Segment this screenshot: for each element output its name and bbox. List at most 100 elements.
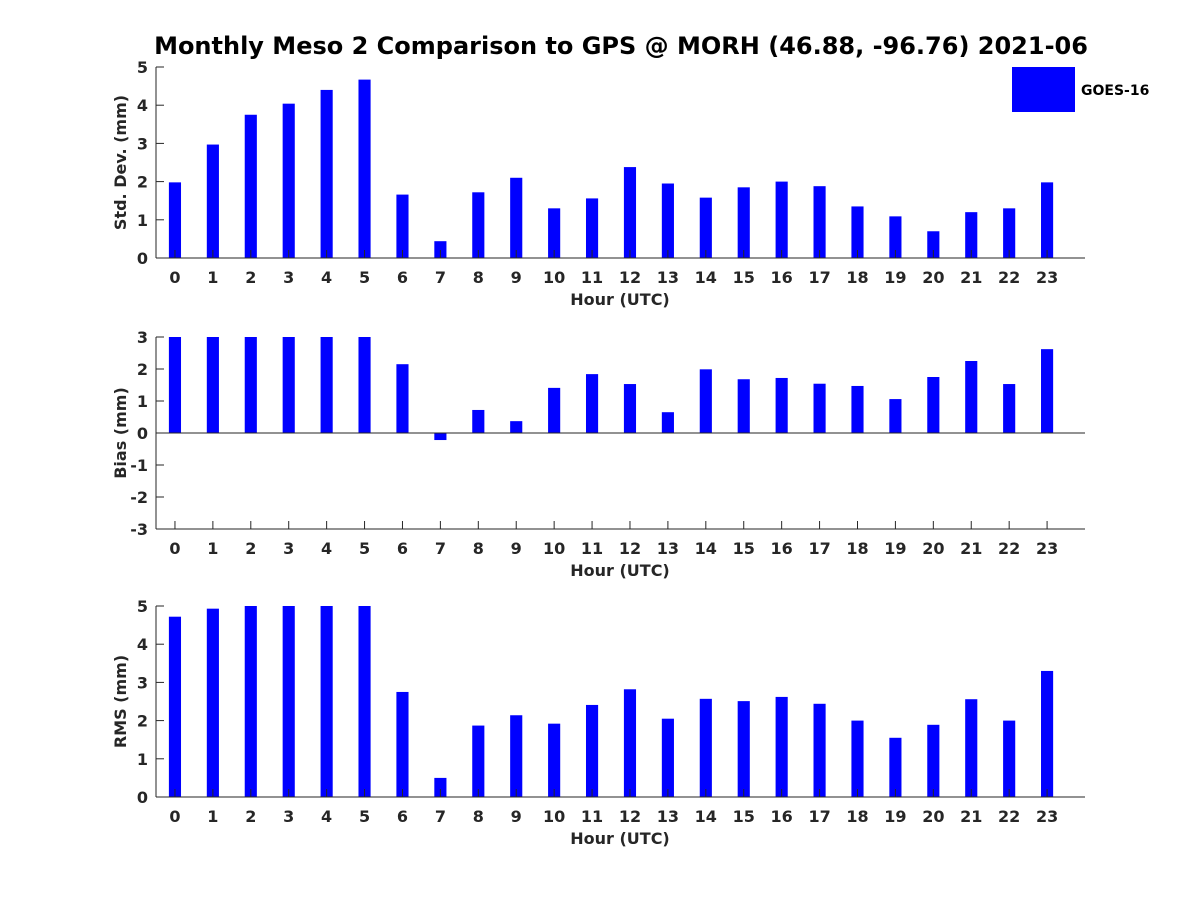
x-tick-label: 9 <box>511 539 522 558</box>
bar-hour-0 <box>168 182 182 258</box>
x-tick-label: 3 <box>283 539 294 558</box>
bar-hour-23 <box>1041 349 1054 433</box>
x-tick-label: 4 <box>321 268 332 287</box>
bar-hour-1 <box>206 608 219 797</box>
x-tick-label: 8 <box>473 807 484 826</box>
x-tick-label: 0 <box>169 268 180 287</box>
bar-hour-16 <box>775 181 788 258</box>
bar-hour-22 <box>1003 384 1016 433</box>
x-axis-label: Hour (UTC) <box>570 290 670 309</box>
bar-hour-7 <box>434 777 447 797</box>
y-tick-label: 0 <box>137 788 148 807</box>
y-tick-label: 3 <box>137 673 148 692</box>
bar-hour-18 <box>851 720 864 797</box>
bar-hour-3 <box>282 103 295 258</box>
y-axis-label: RMS (mm) <box>111 655 130 748</box>
bar-hour-17 <box>813 703 826 797</box>
bar-hour-3 <box>282 606 295 797</box>
x-tick-label: 20 <box>922 539 944 558</box>
bar-hour-3 <box>282 337 295 433</box>
x-tick-label: 8 <box>473 268 484 287</box>
bar-hour-9 <box>510 715 523 797</box>
y-tick-label: 0 <box>137 424 148 443</box>
y-tick-label: 4 <box>137 635 148 654</box>
bar-hour-17 <box>813 186 826 258</box>
x-tick-label: 17 <box>808 268 830 287</box>
bar-hour-12 <box>623 167 637 258</box>
bar-hour-15 <box>737 379 750 433</box>
bar-hour-15 <box>737 187 750 258</box>
bar-hour-14 <box>699 698 712 797</box>
bar-hour-19 <box>889 399 902 433</box>
legend-label: GOES-16 <box>1081 83 1149 99</box>
bar-hour-8 <box>472 192 485 258</box>
x-tick-label: 5 <box>359 539 370 558</box>
bar-hour-21 <box>965 212 978 258</box>
y-tick-label: 1 <box>137 750 148 769</box>
bar-hour-16 <box>775 377 788 433</box>
x-tick-label: 21 <box>960 268 982 287</box>
bar-hour-16 <box>775 696 788 797</box>
legend: GOES-16 <box>1012 67 1149 112</box>
y-tick-label: 2 <box>137 173 148 192</box>
y-axis-label: Std. Dev. (mm) <box>111 95 130 230</box>
x-tick-label: 18 <box>846 268 868 287</box>
bar-hour-13 <box>661 183 674 258</box>
x-tick-label: 20 <box>922 807 944 826</box>
bar-hour-4 <box>320 89 333 258</box>
x-tick-label: 23 <box>1036 268 1058 287</box>
bar-hour-6 <box>396 194 409 258</box>
y-tick-label: 3 <box>137 134 148 153</box>
bar-hour-1 <box>206 144 219 258</box>
bar-hour-22 <box>1003 720 1016 797</box>
y-tick-label: 2 <box>137 360 148 379</box>
x-tick-label: 11 <box>581 268 603 287</box>
x-tick-label: 22 <box>998 539 1020 558</box>
x-tick-label: 12 <box>619 268 641 287</box>
x-tick-label: 19 <box>884 539 906 558</box>
legend-swatch <box>1012 67 1075 112</box>
bar-hour-2 <box>244 606 257 797</box>
bar-hour-11 <box>585 198 599 258</box>
bar-hour-0 <box>168 337 182 433</box>
bar-hour-20 <box>927 231 940 258</box>
bar-hour-23 <box>1041 182 1054 258</box>
y-tick-label: -2 <box>130 488 148 507</box>
x-tick-label: 13 <box>657 807 679 826</box>
x-tick-label: 19 <box>884 807 906 826</box>
y-tick-label: 4 <box>137 96 148 115</box>
x-tick-label: 5 <box>359 268 370 287</box>
bar-hour-14 <box>699 369 712 433</box>
x-tick-label: 22 <box>998 807 1020 826</box>
bar-hour-18 <box>851 206 864 258</box>
x-tick-label: 8 <box>473 539 484 558</box>
bar-hour-8 <box>472 409 485 433</box>
x-tick-label: 12 <box>619 807 641 826</box>
y-tick-label: -1 <box>130 456 148 475</box>
x-tick-label: 0 <box>169 807 180 826</box>
bar-hour-5 <box>358 606 371 797</box>
x-tick-label: 4 <box>321 807 332 826</box>
bar-hour-19 <box>889 216 902 258</box>
y-tick-label: 2 <box>137 712 148 731</box>
x-tick-label: 10 <box>543 539 565 558</box>
x-tick-label: 6 <box>397 539 408 558</box>
x-tick-label: 1 <box>207 807 218 826</box>
x-tick-label: 2 <box>245 807 256 826</box>
x-tick-label: 16 <box>771 539 793 558</box>
bar-hour-21 <box>965 699 978 797</box>
bar-hour-17 <box>813 383 826 433</box>
bar-hour-14 <box>699 197 712 258</box>
x-tick-label: 19 <box>884 268 906 287</box>
y-tick-label: 5 <box>137 58 148 77</box>
x-tick-label: 6 <box>397 268 408 287</box>
bar-hour-10 <box>548 387 561 433</box>
chart-title: Monthly Meso 2 Comparison to GPS @ MORH … <box>154 32 1088 60</box>
x-tick-label: 3 <box>283 807 294 826</box>
bar-hour-1 <box>206 337 219 433</box>
x-tick-label: 21 <box>960 807 982 826</box>
x-tick-label: 7 <box>435 268 446 287</box>
